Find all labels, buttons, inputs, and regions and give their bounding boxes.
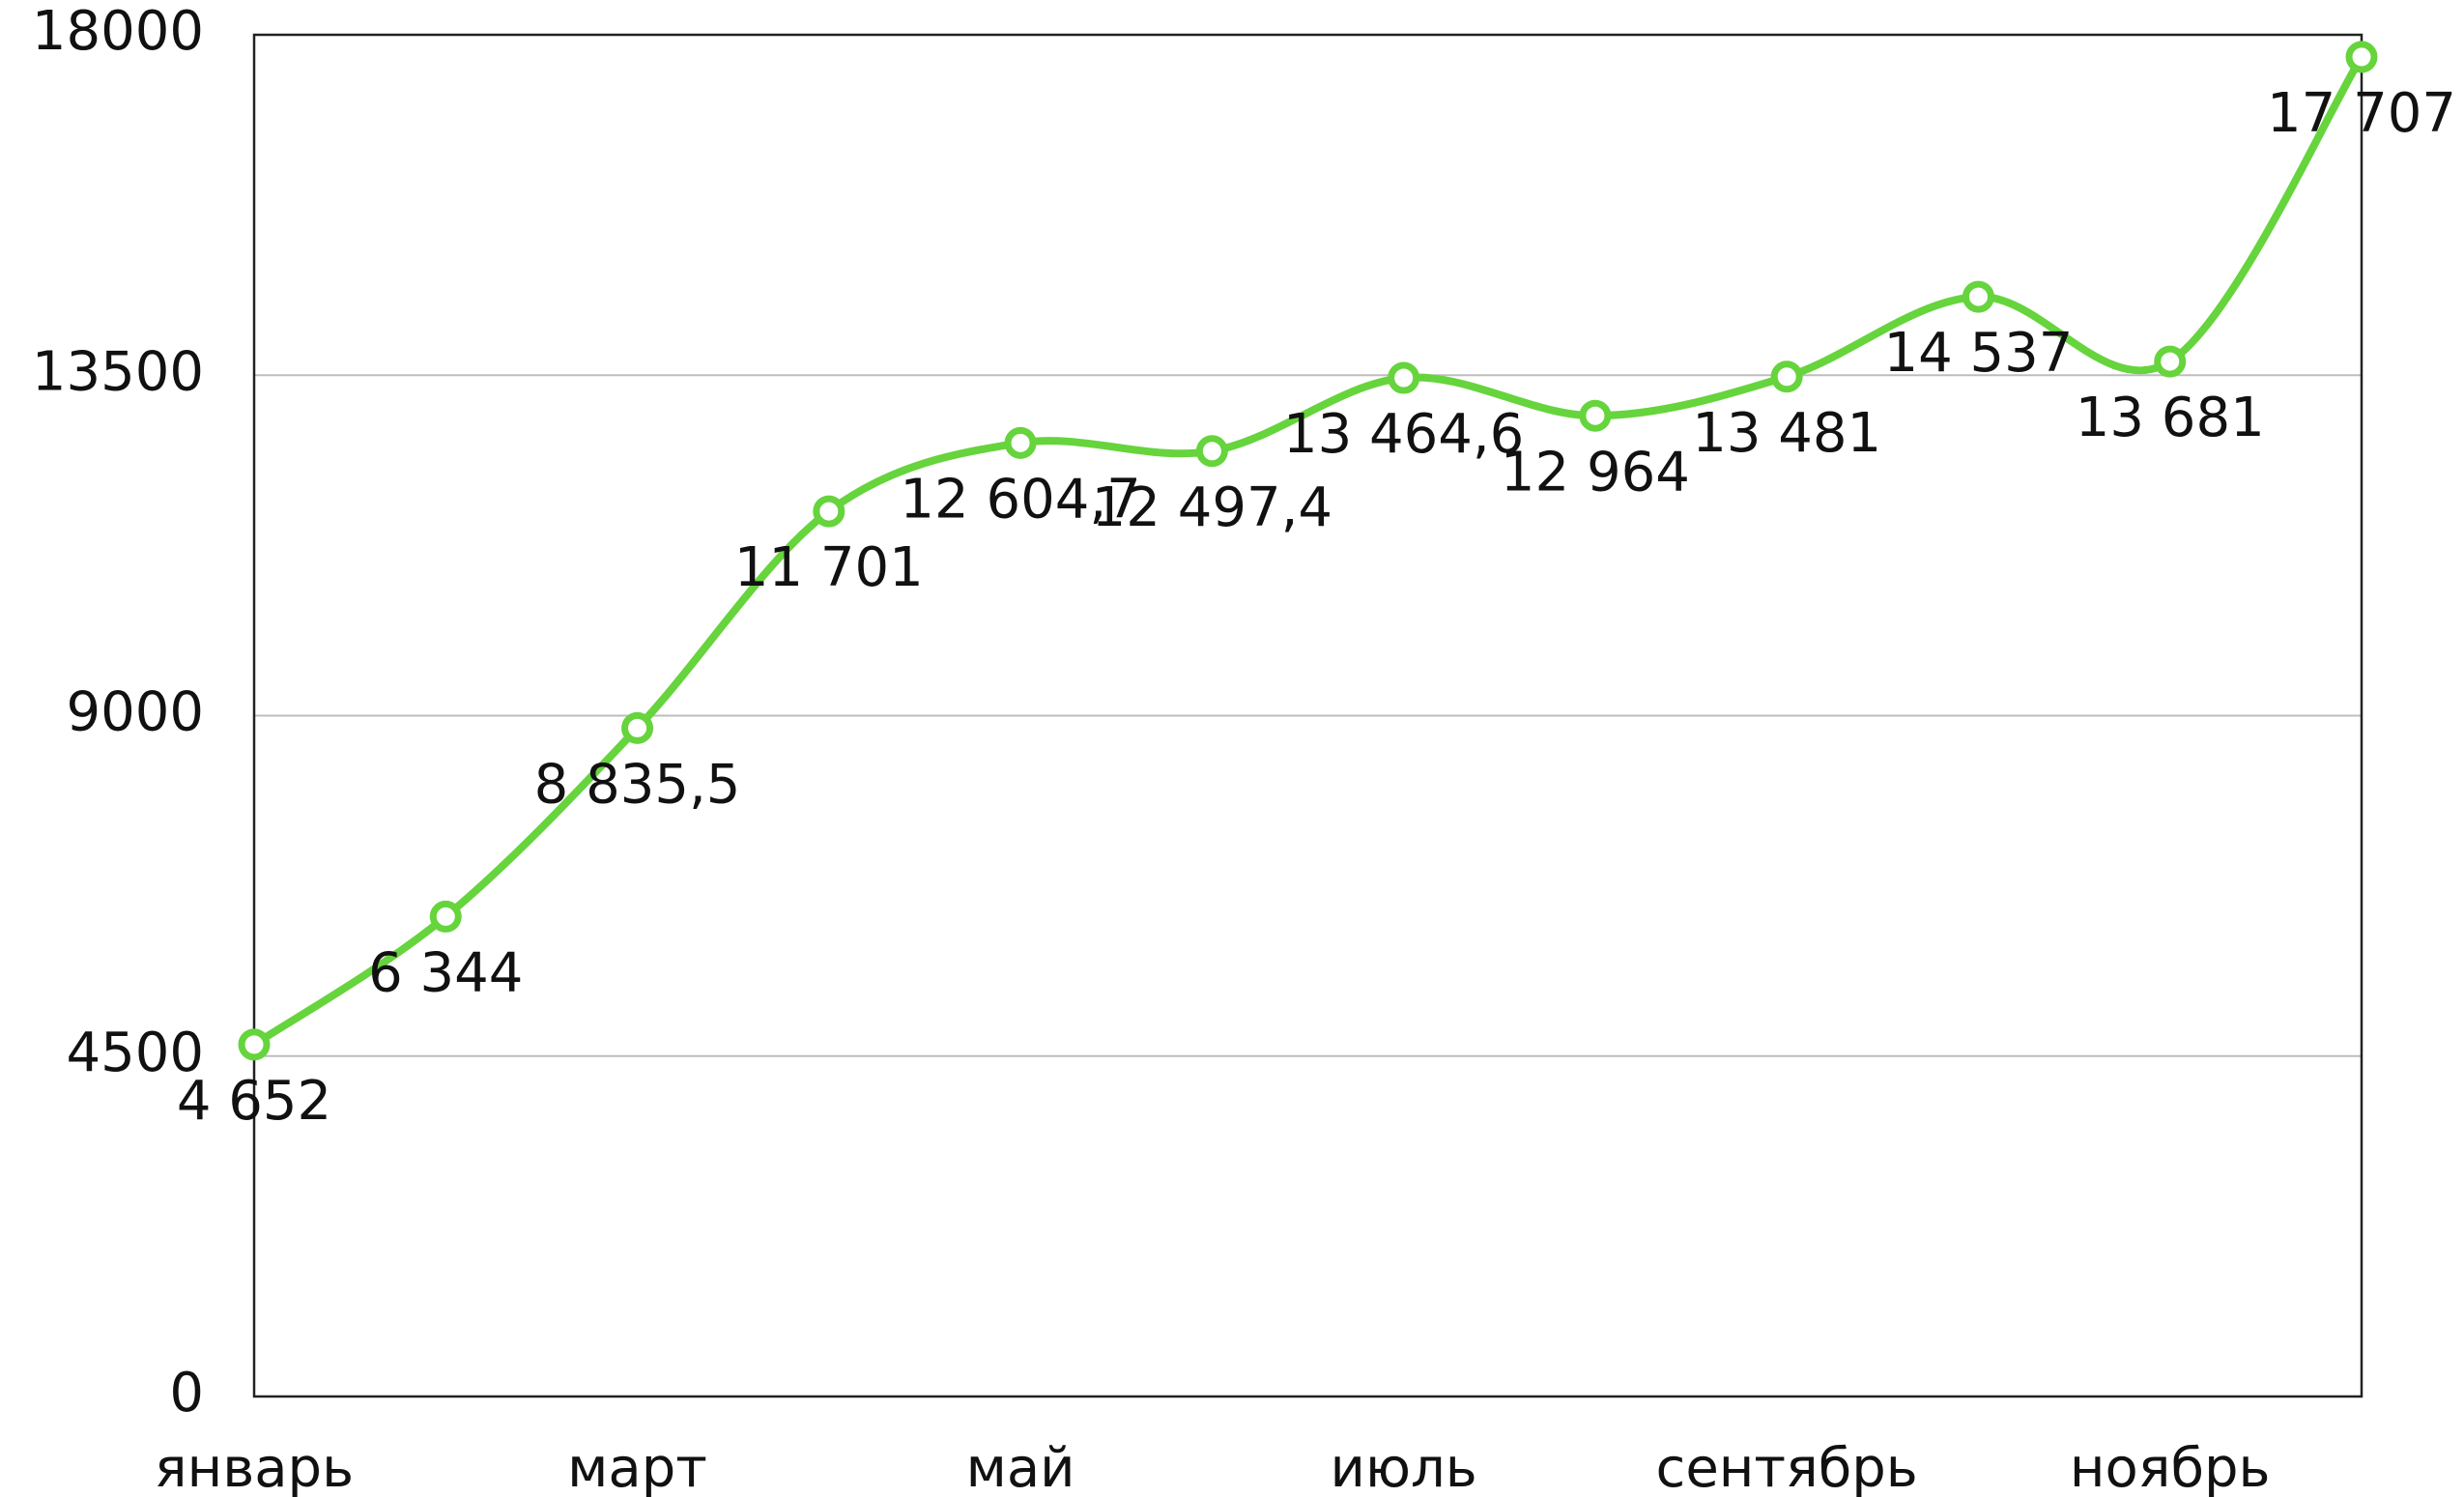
data-label: 11 701 [734,536,924,599]
data-label: 13 681 [2076,387,2265,449]
data-label: 13 464,6 [1283,403,1524,466]
x-tick-label: ноябрь [2070,1437,2271,1497]
point-marker [1962,280,1994,313]
point-marker [1195,435,1228,468]
data-label: 12 604,7 [900,468,1140,531]
data-label: 17 707 [2267,82,2456,145]
plot-frame [252,33,2364,1398]
point-marker [621,711,654,744]
data-label: 6 344 [368,942,523,1005]
data-label: 8 835,5 [534,754,741,817]
point-marker [1004,426,1037,459]
point-marker [813,495,845,528]
data-label: 4 652 [177,1070,331,1133]
point-marker [2154,345,2187,378]
data-label: 12 964 [1501,441,1690,504]
y-tick-label: 0 [169,1362,204,1425]
point-marker [1579,399,1612,432]
x-tick-label: март [567,1437,707,1497]
series-line [250,52,2365,1049]
y-tick-label: 9000 [66,681,204,744]
point-marker [429,900,462,933]
point-marker [1770,360,1803,393]
x-tick-label: январь [155,1437,354,1497]
point-marker [2345,41,2378,73]
data-label: 13 481 [1692,402,1881,465]
y-tick-label: 13500 [32,340,204,403]
x-tick-label: сентябрь [1656,1437,1918,1497]
point-marker [238,1028,271,1061]
point-marker [1388,361,1420,394]
y-tick-label: 4500 [66,1022,204,1084]
x-tick-label: июль [1330,1437,1476,1497]
y-tick-label: 18000 [32,0,204,63]
data-label: 12 497,4 [1092,476,1332,539]
data-label: 14 537 [1883,322,2073,385]
x-tick-label: май [966,1437,1075,1497]
